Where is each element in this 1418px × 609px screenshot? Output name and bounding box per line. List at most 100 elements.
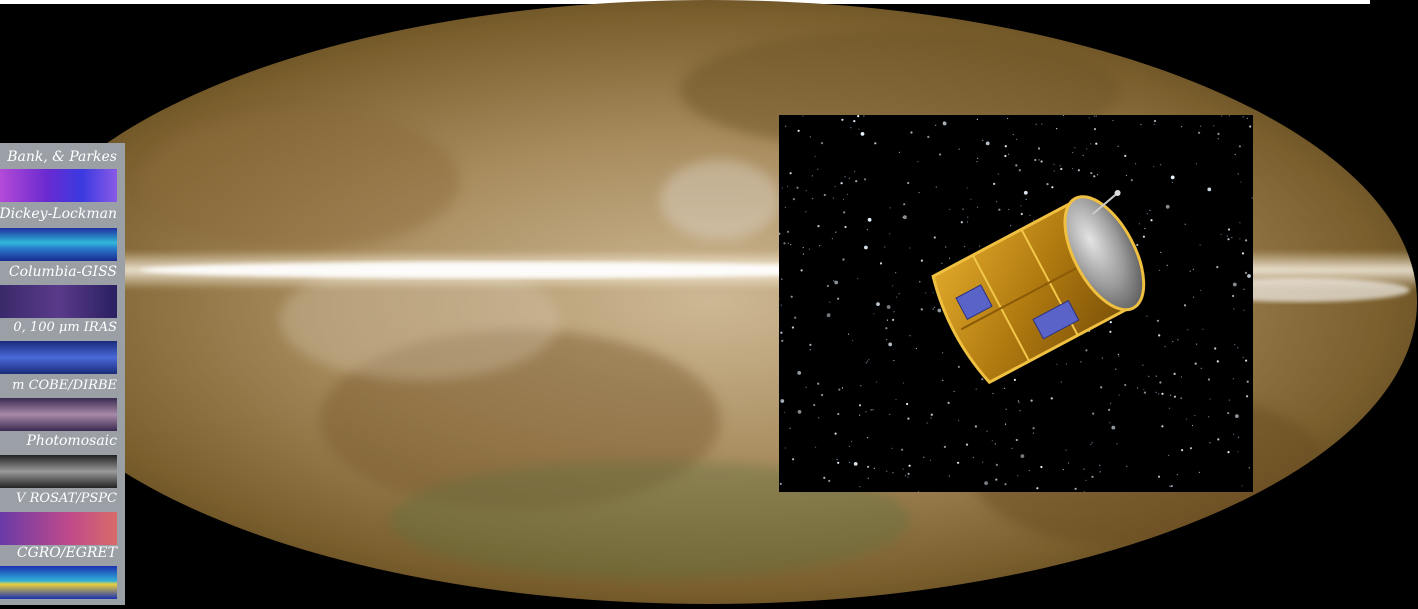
star <box>829 301 831 303</box>
star <box>908 464 911 467</box>
star <box>863 178 867 181</box>
star <box>1168 454 1170 456</box>
star <box>1199 244 1201 246</box>
star <box>860 385 862 387</box>
star <box>834 186 836 188</box>
star <box>1053 170 1055 172</box>
star <box>1153 119 1157 123</box>
star <box>962 208 964 210</box>
star <box>1059 165 1061 167</box>
star <box>1142 364 1144 366</box>
star <box>945 246 947 248</box>
star <box>852 339 854 342</box>
star <box>1200 125 1202 127</box>
star <box>794 316 797 319</box>
star <box>1065 449 1067 451</box>
star <box>787 242 789 244</box>
survey-label-radio: Bank, & Parkes <box>7 149 117 165</box>
star <box>1143 388 1145 390</box>
star <box>1245 359 1248 362</box>
star <box>892 285 894 287</box>
star <box>979 245 981 247</box>
star <box>884 246 886 248</box>
star <box>1060 167 1063 171</box>
star <box>858 404 862 407</box>
star <box>1101 357 1103 359</box>
star <box>780 304 782 306</box>
star <box>1112 119 1114 122</box>
star <box>1173 395 1176 398</box>
star <box>992 392 994 395</box>
star <box>1246 117 1248 119</box>
star <box>1083 491 1085 492</box>
star <box>929 459 932 461</box>
star <box>1148 375 1150 377</box>
star <box>1165 204 1170 209</box>
star <box>889 413 891 415</box>
star <box>1072 151 1074 154</box>
star <box>1189 447 1193 450</box>
star <box>868 359 870 361</box>
star <box>797 129 800 132</box>
star <box>1180 397 1182 399</box>
star <box>1161 425 1164 428</box>
star <box>866 360 869 362</box>
star <box>790 244 792 246</box>
star <box>996 201 998 203</box>
spacecraft-inset <box>779 115 1253 492</box>
star <box>1011 447 1013 449</box>
star <box>1155 375 1157 377</box>
star <box>879 262 883 265</box>
star <box>1110 402 1112 404</box>
star <box>920 308 923 311</box>
star <box>1157 475 1161 478</box>
star <box>932 292 934 294</box>
star <box>1032 432 1034 434</box>
star <box>1227 238 1230 241</box>
star <box>1184 223 1186 225</box>
star <box>1046 183 1049 186</box>
survey-strip-iras <box>0 341 117 374</box>
star <box>917 161 919 163</box>
star <box>805 386 807 388</box>
star <box>1086 148 1088 150</box>
star <box>1124 383 1127 387</box>
star <box>809 349 811 351</box>
star <box>876 302 880 306</box>
star <box>1093 128 1097 131</box>
star <box>1237 347 1239 349</box>
star <box>1171 181 1174 183</box>
star <box>1028 470 1030 472</box>
star <box>1017 475 1019 477</box>
star <box>1209 442 1211 444</box>
star <box>930 417 932 419</box>
star <box>972 456 974 459</box>
star <box>812 198 814 200</box>
star <box>907 417 910 420</box>
star <box>1158 269 1160 271</box>
survey-label-co: Columbia-GISS <box>8 264 117 280</box>
star <box>907 476 909 478</box>
star <box>1080 361 1082 363</box>
star <box>876 381 878 383</box>
star <box>823 476 826 479</box>
star <box>789 427 791 429</box>
star <box>858 128 860 130</box>
star <box>1159 381 1162 384</box>
star <box>1029 214 1031 216</box>
star <box>949 257 951 259</box>
star <box>873 313 875 315</box>
star <box>866 229 868 231</box>
star <box>1227 451 1230 454</box>
star <box>1168 407 1170 409</box>
star <box>838 388 841 391</box>
star <box>1214 347 1217 350</box>
star <box>974 425 977 428</box>
star <box>964 245 966 248</box>
star <box>1194 362 1197 365</box>
star <box>863 115 865 117</box>
star <box>786 185 789 187</box>
star <box>840 182 843 185</box>
star <box>1004 483 1007 486</box>
star <box>834 432 837 435</box>
